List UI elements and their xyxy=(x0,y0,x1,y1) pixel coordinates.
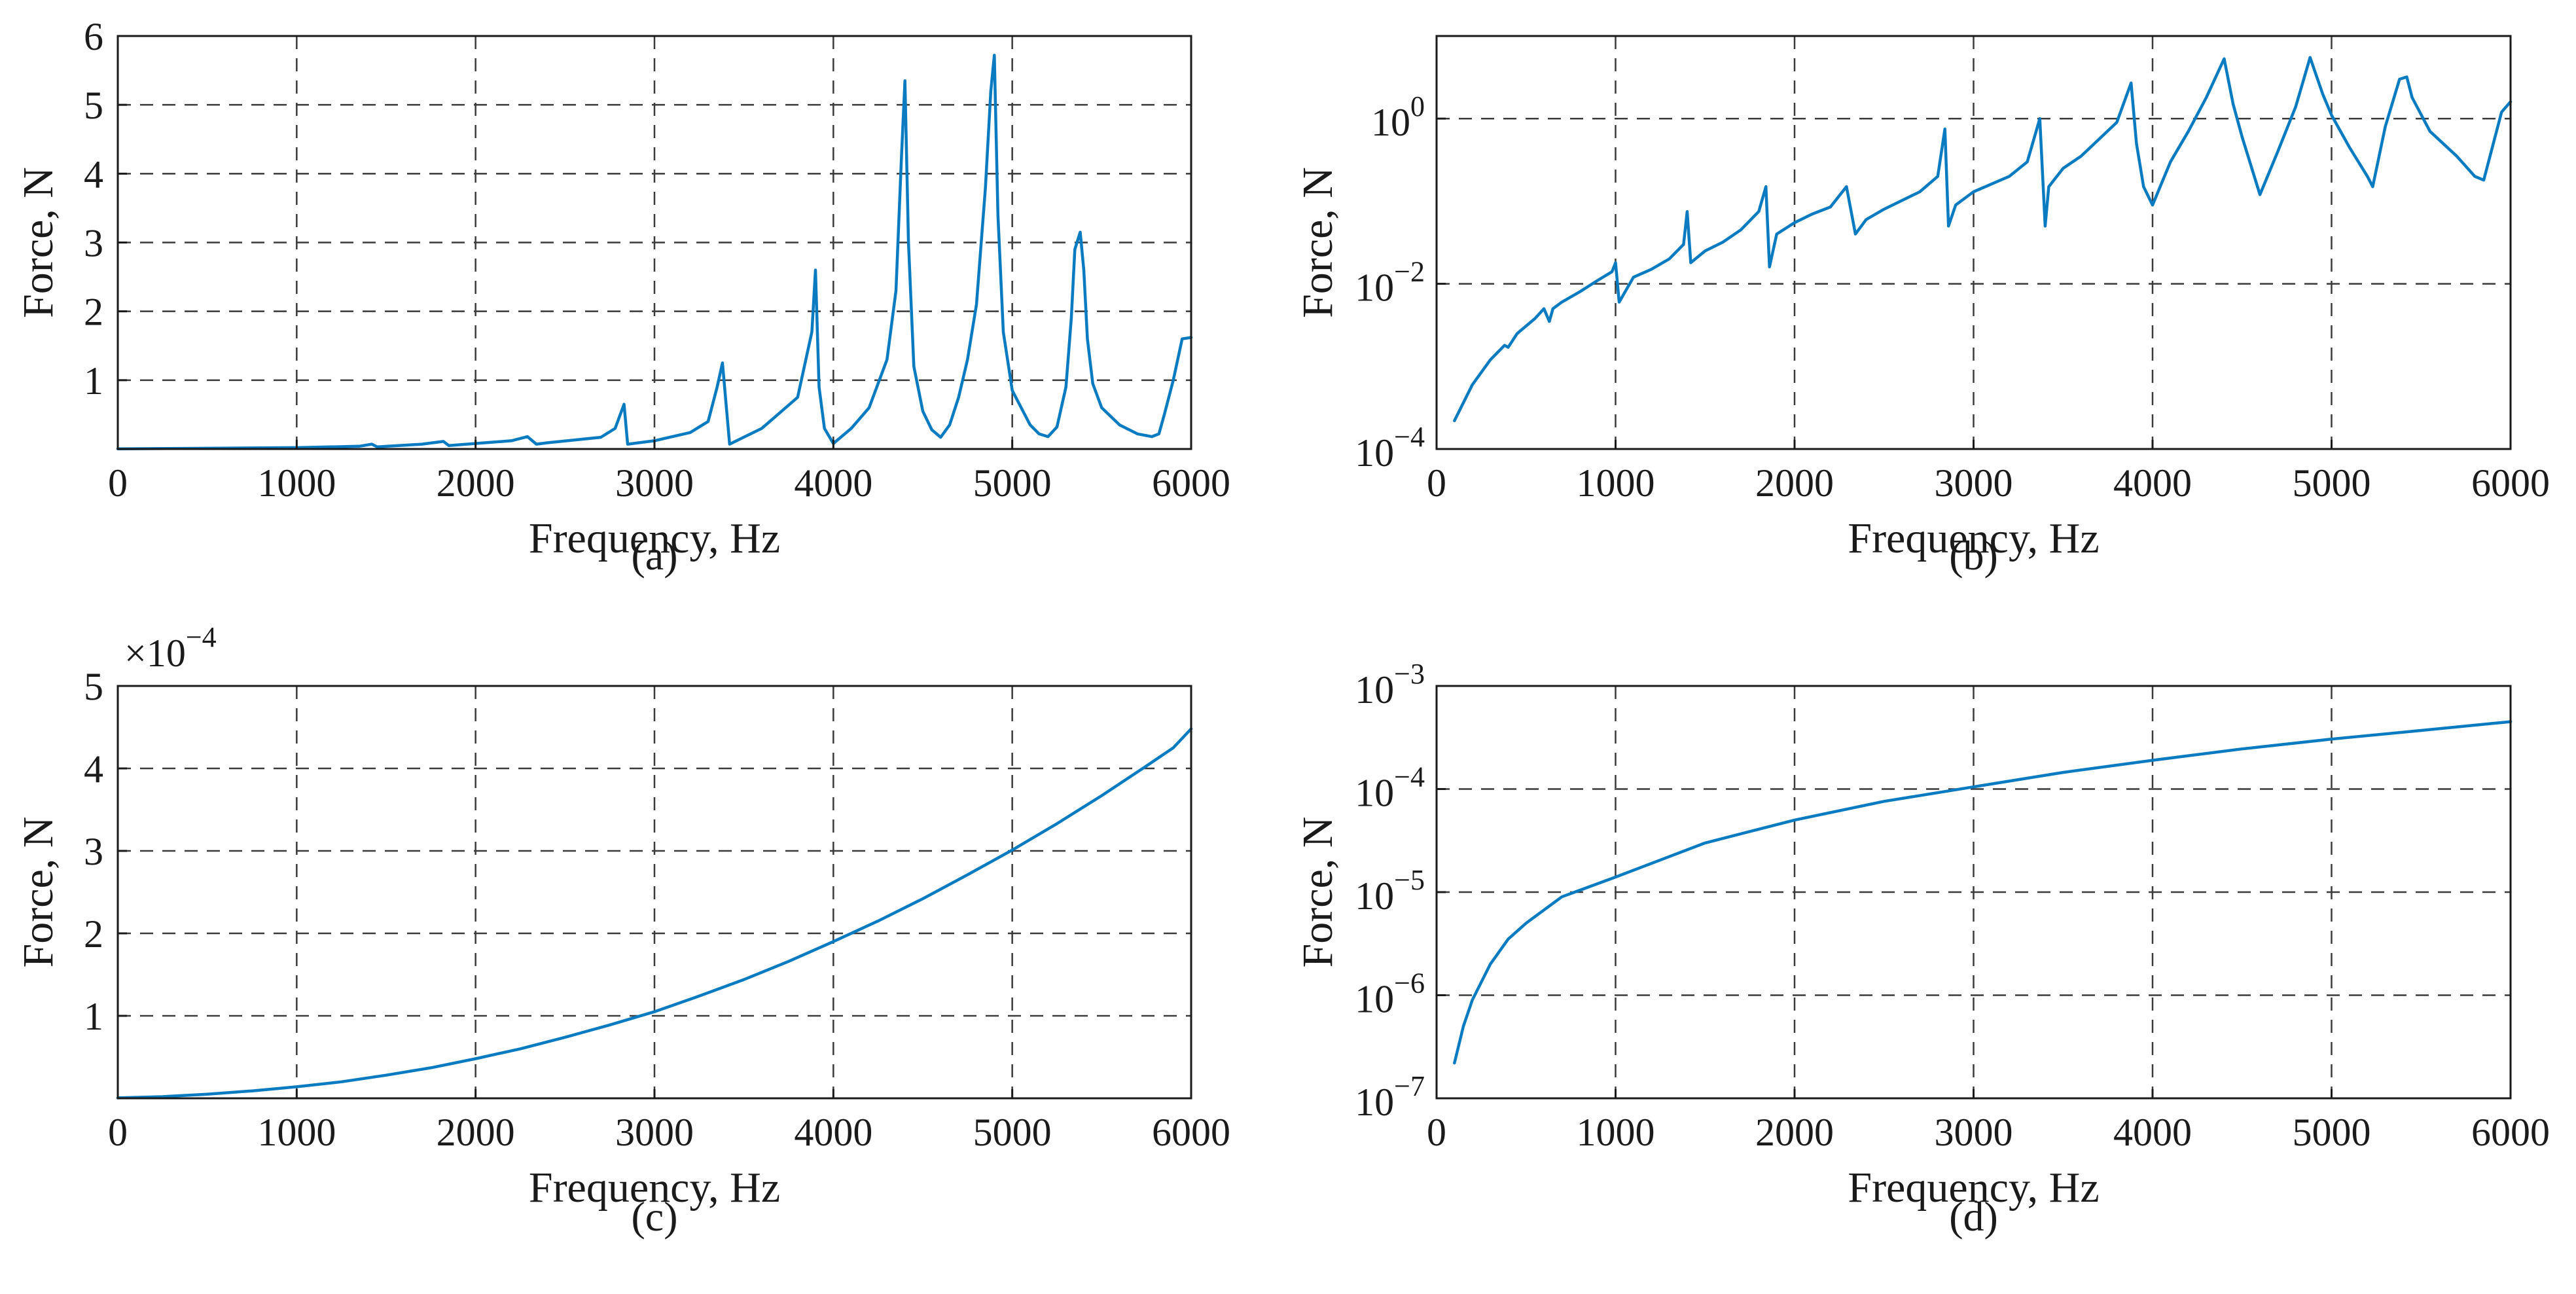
y-axis-label: Force, N xyxy=(1294,167,1342,318)
x-tick-label: 1000 xyxy=(257,1111,336,1154)
chart-c: 0 1000 2000 3000 4000 5000 6000 1 2 3 4 5 ×10−4 Frequ… xyxy=(14,621,1230,1240)
y-axis-label: Force, N xyxy=(14,167,62,318)
x-tick-label: 2000 xyxy=(1755,461,1834,505)
x-tick-label: 6000 xyxy=(2471,1111,2550,1154)
x-tick-label: 5000 xyxy=(2293,1111,2371,1154)
y-tick-label: 10−6 xyxy=(1355,967,1425,1021)
y-tick-label: 10−7 xyxy=(1355,1070,1425,1124)
chart-d: 0 1000 2000 3000 4000 5000 6000 10−7 10−6 10−5 10−… xyxy=(1294,658,2550,1240)
x-tick-label: 6000 xyxy=(2471,461,2550,505)
y-tick-label: 1 xyxy=(84,995,103,1038)
panel-caption: (a) xyxy=(631,532,677,579)
x-tick-label: 2000 xyxy=(437,1111,515,1154)
y-tick-label: 10−4 xyxy=(1355,421,1425,475)
series-line-d xyxy=(1453,720,2513,1065)
x-tick-label: 2000 xyxy=(1755,1111,1834,1154)
series-line-a xyxy=(116,54,1193,450)
x-tick-label: 3000 xyxy=(1935,1111,2013,1154)
y-tick-label: 2 xyxy=(84,291,103,334)
x-tick-label: 0 xyxy=(108,461,128,505)
y-tick-label: 5 xyxy=(84,665,103,708)
series-line-b xyxy=(1453,56,2513,423)
y-tick-label: 4 xyxy=(84,747,103,791)
chart-b: 0 1000 2000 3000 4000 5000 6000 10−4 10−2 100 Freq… xyxy=(1294,35,2550,579)
x-tick-label: 6000 xyxy=(1152,1111,1230,1154)
y-tick-label: 3 xyxy=(84,222,103,265)
x-tick-label: 4000 xyxy=(2113,1111,2192,1154)
y-tick-label: 1 xyxy=(84,359,103,403)
x-tick-label: 5000 xyxy=(2293,461,2371,505)
x-axis-label: Frequency, Hz xyxy=(529,514,780,562)
x-tick-label: 0 xyxy=(1427,461,1446,505)
y-tick-label: 10−5 xyxy=(1355,864,1425,918)
x-tick-label: 0 xyxy=(1427,1111,1446,1154)
chart-a: 0 1000 2000 3000 4000 5000 6000 1 2 3 4 5 6 Frequency… xyxy=(14,15,1230,579)
y-tick-label: 100 xyxy=(1371,90,1425,144)
y-axis-label: Force, N xyxy=(14,817,62,968)
x-tick-label: 0 xyxy=(108,1111,128,1154)
x-tick-label: 2000 xyxy=(437,461,515,505)
x-tick-label: 6000 xyxy=(1152,461,1230,505)
x-axis-label: Frequency, Hz xyxy=(1848,514,2099,562)
x-tick-label: 1000 xyxy=(1577,461,1655,505)
x-tick-label: 5000 xyxy=(973,461,1052,505)
x-tick-label: 3000 xyxy=(1935,461,2013,505)
y-tick-label: 4 xyxy=(84,153,103,196)
y-tick-label: 10−3 xyxy=(1355,658,1425,711)
x-tick-label: 1000 xyxy=(1577,1111,1655,1154)
x-tick-label: 3000 xyxy=(615,1111,694,1154)
y-tick-label: 6 xyxy=(84,15,103,58)
x-tick-label: 4000 xyxy=(2113,461,2192,505)
x-axis-label: Frequency, Hz xyxy=(529,1164,780,1212)
panel-caption: (d) xyxy=(1949,1193,1998,1240)
x-tick-label: 4000 xyxy=(794,1111,872,1154)
y-tick-label: 10−2 xyxy=(1355,256,1425,310)
y-tick-label: 3 xyxy=(84,830,103,873)
x-tick-label: 1000 xyxy=(257,461,336,505)
x-tick-label: 3000 xyxy=(615,461,694,505)
y-tick-label: 5 xyxy=(84,84,103,127)
series-line-c xyxy=(116,727,1193,1100)
x-axis-label: Frequency, Hz xyxy=(1848,1164,2099,1212)
y-tick-label: 2 xyxy=(84,912,103,956)
y-tick-label: 10−4 xyxy=(1355,761,1425,815)
x-tick-label: 5000 xyxy=(973,1111,1052,1154)
axis-multiplier: ×10−4 xyxy=(124,621,217,675)
x-tick-label: 4000 xyxy=(794,461,872,505)
panel-caption: (c) xyxy=(631,1193,677,1240)
y-axis-label: Force, N xyxy=(1294,817,1342,968)
panel-caption: (b) xyxy=(1949,532,1998,579)
